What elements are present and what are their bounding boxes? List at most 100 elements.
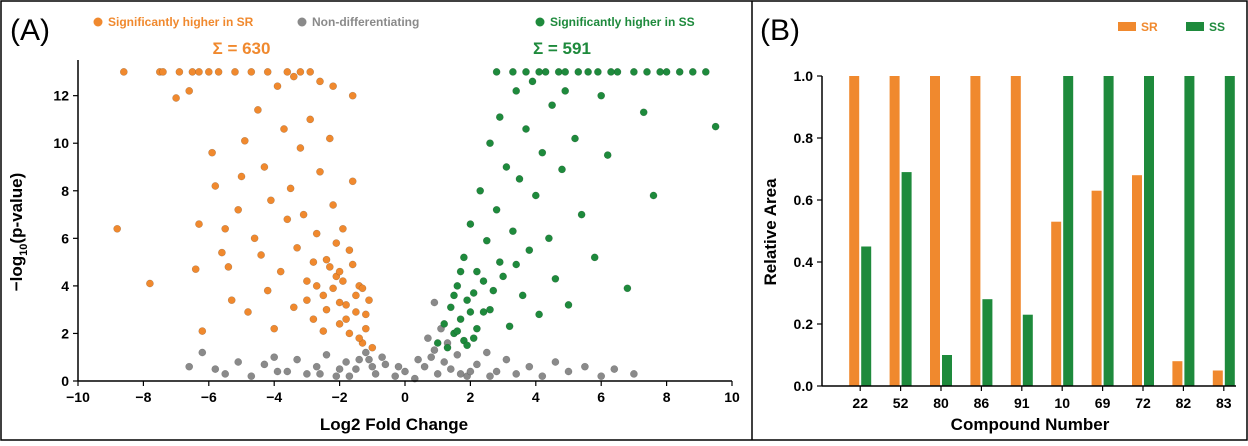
bar-sr-83 [1212, 370, 1223, 386]
x-tick-label: −2 [332, 389, 348, 405]
scatter-point [240, 136, 249, 145]
scatter-point [260, 360, 269, 369]
scatter-point [561, 68, 570, 76]
y-title-prefix: −log [7, 256, 26, 291]
scatter-point [214, 68, 223, 76]
scatter-point [440, 358, 449, 366]
bar-sr-72 [1132, 175, 1142, 386]
scatter-point [352, 291, 360, 300]
scatter-point [711, 122, 720, 131]
scatter-point [630, 370, 638, 378]
scatter-point [316, 77, 324, 86]
scatter-point [195, 68, 203, 76]
x-tick-label: 82 [1176, 395, 1192, 411]
scatter-point [276, 267, 285, 276]
scatter-point [558, 165, 566, 174]
scatter-point [545, 234, 553, 243]
bar-ss-72 [1144, 76, 1154, 386]
bar-sr-10 [1051, 221, 1062, 386]
scatter-point [198, 348, 207, 357]
bar-sr-86 [970, 76, 981, 386]
scatter-point [355, 355, 364, 364]
scatter-point [113, 224, 122, 233]
scatter-point [597, 372, 606, 381]
scatter-point [185, 362, 194, 371]
scatter-point [482, 236, 491, 245]
scatter-point [518, 291, 527, 300]
scatter-point [453, 327, 462, 335]
bar-ss-22 [861, 246, 872, 386]
scatter-point [342, 315, 350, 324]
scatter-point [332, 239, 341, 247]
x-tick-label: 80 [933, 395, 949, 411]
bar-ss-10 [1063, 76, 1074, 386]
scatter-point [538, 372, 547, 381]
scatter-point [185, 87, 194, 95]
scatter-point [463, 341, 471, 350]
scatter-point [453, 282, 462, 290]
scatter-point [473, 324, 481, 333]
x-tick-label: 4 [532, 389, 540, 405]
scatter-point [535, 310, 543, 319]
y-tick-label: 0 [61, 373, 69, 389]
scatter-point [361, 324, 370, 333]
scatter-point [440, 320, 449, 328]
scatter-point [466, 308, 475, 316]
scatter-point [345, 329, 354, 338]
scatter-point [293, 355, 301, 364]
scatter-point [231, 68, 239, 76]
bar-ss-86 [982, 299, 993, 386]
y-tick-label: 1.0 [794, 68, 814, 84]
scatter-point [456, 267, 465, 276]
scatter-point [456, 315, 465, 324]
x-tick-label: 69 [1095, 395, 1111, 411]
scatter-point [597, 91, 606, 100]
x-tick-label: 10 [1054, 395, 1070, 411]
x-tick-label: −10 [66, 389, 90, 405]
scatter-point [195, 220, 203, 228]
scatter-point [198, 327, 207, 335]
scatter-point [322, 350, 331, 359]
scatter-point [371, 370, 380, 378]
scatter-point [479, 277, 488, 285]
scatter-point [146, 279, 154, 288]
legend-marker [93, 17, 103, 27]
panel-b-label: (B) [760, 14, 800, 47]
scatter-point [446, 365, 455, 373]
scatter-point [675, 68, 684, 76]
scatter-point [469, 289, 478, 297]
scatter-point [211, 182, 220, 190]
scatter-point [260, 163, 269, 171]
scatter-point [204, 68, 213, 76]
scatter-point [221, 370, 230, 378]
scatter-point [548, 101, 556, 110]
panel-a: (A) Significantly higher in SR Non-differ… [7, 14, 740, 434]
scatter-point [623, 284, 632, 293]
scatter-point [492, 68, 501, 76]
scatter-point [342, 301, 350, 309]
scatter-point [495, 258, 504, 266]
scatter-point [564, 367, 573, 376]
scatter-point [433, 339, 442, 347]
scatter-point [446, 303, 455, 312]
scatter-point [495, 113, 504, 121]
scatter-point [306, 68, 315, 76]
scatter-point [191, 265, 200, 274]
scatter-point [643, 68, 651, 76]
scatter-point [535, 68, 543, 76]
x-tick-label: 52 [893, 395, 909, 411]
scatter-point [610, 365, 619, 373]
scatter-point [365, 355, 373, 364]
scatter-point [424, 334, 432, 343]
scatter-point [342, 358, 350, 366]
scatter-point [335, 365, 344, 373]
x-tick-label: 91 [1014, 395, 1030, 411]
scatter-point [414, 355, 422, 364]
scatter-point [512, 260, 521, 269]
scatter-point [289, 303, 298, 312]
scatter-point [551, 358, 560, 366]
scatter-point [247, 372, 256, 381]
scatter-point [368, 362, 377, 371]
scatter-point [365, 296, 373, 305]
